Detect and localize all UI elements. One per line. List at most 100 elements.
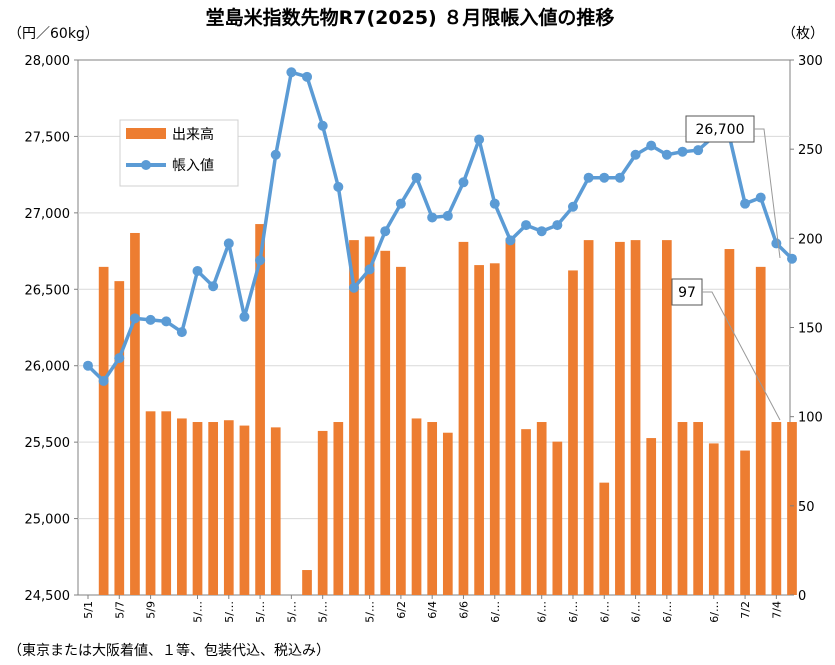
volume-bar [114,281,125,595]
volume-bar [239,425,250,595]
volume-bar [489,263,500,595]
volume-bar [380,250,391,596]
settlement-point [98,376,109,386]
settlement-point [771,238,782,249]
volume-bar [771,422,782,595]
x-tick-label: 7/4 [770,601,783,619]
right-tick-label: 0 [798,589,806,604]
settlement-point [677,146,688,157]
settlement-point [630,149,641,160]
settlement-point [333,181,344,192]
settlement-point [161,316,172,327]
settlement-point [239,311,250,322]
volume-bar [427,422,438,595]
volume-bar [536,422,547,595]
volume-bar [474,265,484,595]
volume-bar [177,418,187,595]
settlement-point [442,210,453,221]
volume-bar [411,418,422,595]
volume-bar [708,443,719,595]
volume-bar [192,422,203,595]
legend-bar-label: 出来高 [172,126,214,143]
footnote: （東京または大阪着値、１等、包装代込、税込み） [8,642,330,659]
left-axis-ticks: 24,500 25,000 25,500 26,000 26,500 27,000 27,5… [25,54,78,604]
x-tick-label: 5/… [285,601,298,623]
x-tick-label: 5/… [223,601,236,623]
right-tick-label: 100 [798,411,823,426]
volume-bar [349,240,359,595]
settlement-point [129,313,140,324]
volume-bar [161,411,172,595]
x-tick-label: 6/… [598,601,611,623]
settlement-point [427,212,438,223]
settlement-point [474,134,485,145]
callout-settlement-box [685,115,755,143]
left-tick-label: 27,000 [25,207,71,222]
settlement-point [646,140,657,151]
settlement-point [552,220,563,231]
settlement-point [317,120,328,131]
volume-bar [787,422,797,595]
volume-bar [552,441,563,595]
settlement-point [380,226,391,237]
legend: 出来高 帳入値 [119,119,239,187]
settlement-point [583,172,594,183]
volume-bar [317,430,328,595]
volume-bar [442,432,453,595]
x-tick-label: 5/9 [145,601,158,619]
volume-bar [364,236,375,596]
right-tick-label: 50 [798,500,815,515]
volume-bar [255,224,265,596]
settlement-point [364,264,375,275]
settlement-point [255,255,266,266]
callout-volume-leader [702,291,781,421]
volume-bar [396,266,406,595]
x-tick-label: 5/… [317,601,330,623]
volume-bar [333,422,344,595]
x-tick-label: 6/… [567,601,580,623]
x-tick-label: 5/… [254,601,267,623]
volume-bar [630,240,641,595]
settlement-point [114,353,125,364]
settlement-point [302,71,313,82]
x-tick-label: 5/1 [82,601,95,619]
settlement-point [176,327,187,338]
x-tick-label: 5/… [364,601,377,623]
volume-bar [646,438,657,595]
callout-volume: 97 [671,278,781,421]
x-tick-label: 6/2 [395,601,408,619]
x-tick-label: 6/… [489,601,502,623]
x-tick-label: 7/2 [739,601,752,619]
x-axis-ticks: 5/1 5/7 5/9 5/… 5/… 5/… 5/… 5/… 5/… 6/2 6/4 6/6 6/… 6… [82,595,783,623]
settlement-point [270,149,281,160]
volume-bar [693,422,703,595]
chart-title: 堂島米指数先物R7(2025) ８月限帳入値の推移 [206,6,615,29]
volume-bar [755,266,766,595]
volume-bars [98,224,797,596]
volume-bar [208,422,219,595]
settlement-point [755,192,766,203]
callout-volume-label: 97 [678,285,696,301]
x-tick-label: 6/… [536,601,549,623]
volume-bar [521,429,531,595]
settlement-point [614,172,625,183]
settlement-point [536,226,547,237]
volume-bar [302,570,312,595]
callout-settlement-label: 26,700 [696,122,745,138]
volume-bar [505,238,516,596]
right-tick-label: 250 [798,143,823,158]
right-tick-label: 150 [798,322,823,337]
right-axis-ticks: 0 50 100 150 200 250 300 [790,54,823,604]
volume-bar [740,450,750,595]
settlement-point [521,220,532,231]
x-tick-label: 6/6 [457,601,470,619]
settlement-point [223,238,234,249]
settlement-line-path [86,70,794,383]
left-tick-label: 26,000 [25,360,71,375]
left-tick-label: 28,000 [25,54,71,69]
x-tick-label: 6/… [630,601,643,623]
volume-bar [98,266,109,595]
right-tick-label: 200 [798,232,823,247]
x-tick-label: 6/4 [426,601,439,619]
